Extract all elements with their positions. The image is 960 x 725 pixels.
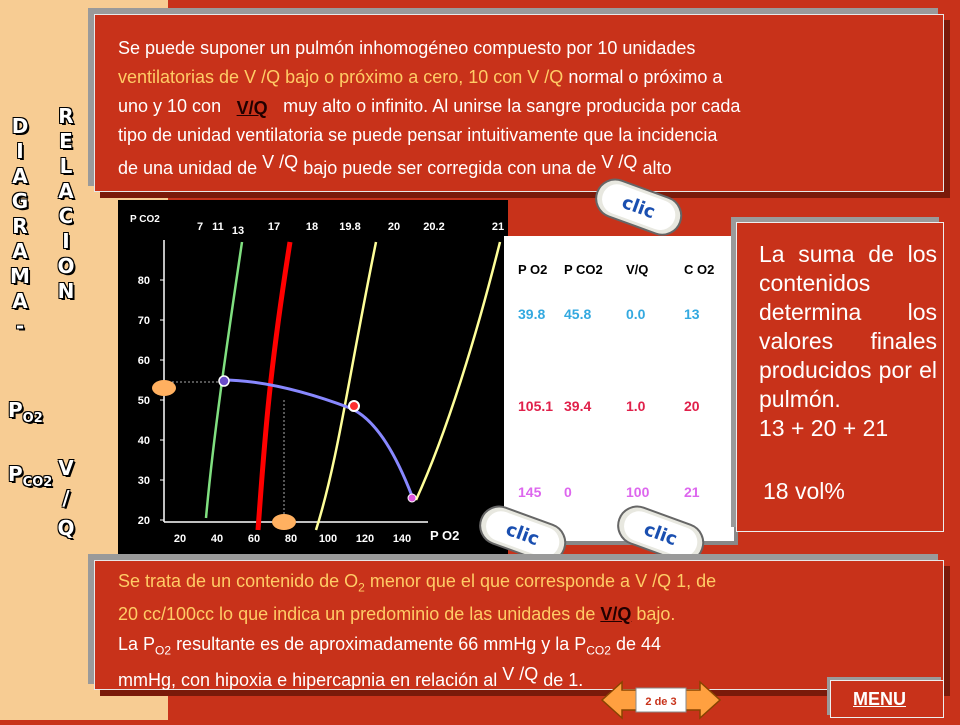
title-letter: E: [59, 129, 73, 153]
table-cell: 13: [684, 306, 700, 322]
table-cell: 1.0: [626, 398, 646, 414]
axis-marker: [152, 380, 176, 396]
top-label: 21: [492, 221, 504, 233]
y-tick-label: 40: [138, 435, 150, 447]
bottom-text: Se trata de un contenido de O2 menor que…: [118, 571, 717, 691]
title-letter: M: [10, 264, 30, 288]
table-header-cell: V/Q: [626, 262, 649, 277]
table-cell: 45.8: [564, 306, 592, 322]
chart-series-line: [204, 241, 244, 519]
data-point: [407, 493, 417, 503]
chart-series-line: [414, 241, 502, 501]
title-letter: A: [12, 164, 28, 188]
table-cell: 145: [518, 484, 542, 500]
y-tick-label: 80: [138, 275, 150, 287]
y-tick-label: 60: [138, 355, 150, 367]
x-tick-label: 60: [248, 533, 260, 545]
top-label: 19.8: [339, 221, 360, 233]
label-po2: PO2: [8, 398, 43, 426]
title-letter: O: [57, 254, 75, 278]
table-cell: 0: [564, 484, 572, 500]
table-cell: 20: [684, 398, 700, 414]
y-tick-label: 20: [138, 515, 150, 527]
top-label: 13: [232, 225, 244, 237]
top-text-box: [94, 14, 944, 192]
table-header-cell: P CO2: [564, 262, 603, 277]
chart-series-line: [255, 241, 293, 531]
title-letter: L: [59, 154, 73, 178]
bottom-text-box: [94, 560, 944, 690]
svg-text:2 de 3: 2 de 3: [645, 696, 676, 708]
sum-box: [736, 222, 944, 532]
title-letter: I: [16, 139, 24, 163]
title-letter: D: [11, 114, 29, 138]
y-axis-label: P CO2: [130, 214, 160, 225]
data-point: [218, 375, 230, 387]
y-tick-label: 50: [138, 395, 150, 407]
table-cell: 39.8: [518, 306, 546, 322]
top-label: 17: [268, 221, 280, 233]
clic-button[interactable]: clic: [470, 505, 574, 572]
x-axis-label: P O2: [430, 528, 459, 543]
label-pco2: PCO2: [8, 462, 53, 490]
title-letter: C: [58, 204, 74, 228]
page-navigation[interactable]: 2 de 3: [600, 680, 722, 720]
vq-letter: V: [58, 456, 74, 480]
x-tick-label: 20: [174, 533, 186, 545]
x-tick-label: 120: [356, 533, 374, 545]
title-letter: N: [57, 279, 75, 303]
vq-letter: Q: [57, 516, 75, 540]
top-text: Se puede suponer un pulmón inhomogéneo c…: [118, 38, 741, 178]
top-label: 20.2: [423, 221, 444, 233]
x-tick-label: 100: [319, 533, 337, 545]
table-header-cell: P O2: [518, 262, 548, 277]
title-letter: A: [58, 179, 74, 203]
table-cell: 105.1: [518, 398, 554, 414]
clic-button[interactable]: clic: [586, 178, 690, 245]
table-header-cell: C O2: [684, 262, 715, 277]
title-letter: -: [15, 314, 25, 338]
top-label: 18: [306, 221, 318, 233]
clic-button[interactable]: clic: [608, 505, 712, 572]
x-tick-label: 80: [285, 533, 297, 545]
y-tick-label: 70: [138, 315, 150, 327]
title-letter: A: [12, 239, 28, 263]
title-letter: R: [58, 104, 74, 128]
title-letter: A: [12, 289, 28, 313]
data-point: [348, 400, 360, 412]
top-label: 20: [388, 221, 400, 233]
top-label: 11: [212, 221, 224, 233]
vq-letter: /: [62, 486, 70, 510]
chart-svg: 80 70 60 50 40 30 20 20 40 60 80 100 120 140 P CO2 P O2…: [130, 214, 504, 545]
y-tick-label: 30: [138, 475, 150, 487]
sum-result: 18 vol%: [763, 478, 845, 504]
table-cell: 21: [684, 484, 700, 500]
sum-expression: 13 + 20 + 21: [759, 415, 889, 441]
title-letter: G: [11, 189, 29, 213]
menu-button[interactable]: MENU: [830, 680, 944, 718]
table-cell: 0.0: [626, 306, 646, 322]
sum-text: La suma de los contenidos determina los …: [759, 241, 937, 504]
x-tick-label: 140: [393, 533, 411, 545]
title-letter: R: [12, 214, 28, 238]
top-label: 7: [197, 221, 203, 233]
chart-series-line: [221, 378, 414, 497]
axis-marker: [272, 514, 296, 530]
vq-diagram-chart: 80 70 60 50 40 30 20 20 40 60 80 100 120 140 P CO2 P O2…: [118, 200, 508, 555]
results-table: P O2 P CO2 V/Q C O2 39.8 45.8 0.0 13 105.1 39.4…: [504, 236, 738, 545]
table-cell: 100: [626, 484, 650, 500]
chart-series-line: [314, 241, 378, 531]
table-cell: 39.4: [564, 398, 592, 414]
x-tick-label: 40: [211, 533, 223, 545]
title-letter: I: [62, 229, 70, 253]
